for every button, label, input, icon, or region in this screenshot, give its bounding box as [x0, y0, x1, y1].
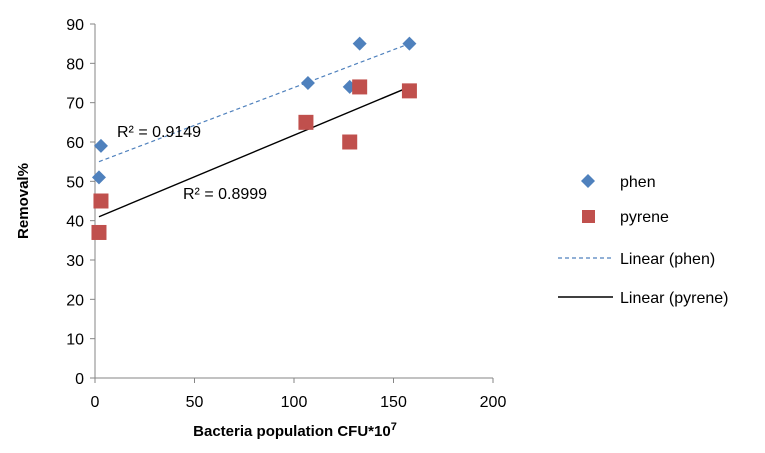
- pyrene-point: [93, 193, 109, 209]
- x-tick-label: 50: [186, 394, 204, 411]
- x-tick-label: 150: [380, 394, 407, 411]
- y-tick-label: 60: [66, 135, 84, 152]
- phen-point: [300, 76, 315, 90]
- legend-pyrene-label: pyrene: [620, 209, 669, 226]
- y-tick-label: 70: [66, 96, 84, 113]
- x-axis-title-superscript: 7: [391, 421, 397, 433]
- r2-label-phen: R² = 0.9149: [117, 124, 201, 141]
- pyrene-point: [401, 83, 417, 99]
- legend-phen-marker: [581, 174, 595, 188]
- y-axis-title: Removal%: [15, 163, 32, 239]
- y-tick-label: 40: [66, 214, 84, 231]
- x-tick-label: 0: [91, 394, 100, 411]
- trendline-phen: [98, 43, 410, 163]
- phen-point: [91, 170, 106, 185]
- series-phen: [91, 36, 417, 185]
- y-axis-ticks: 0 10 20 30 40 50 60 70 80 90: [66, 17, 95, 388]
- legend-linear-pyrene-label: Linear (pyrene): [620, 290, 729, 307]
- x-tick-label: 200: [480, 394, 507, 411]
- pyrene-point: [298, 114, 314, 130]
- legend-linear-phen-label: Linear (phen): [620, 251, 715, 268]
- y-tick-label: 30: [66, 253, 84, 270]
- phen-point: [93, 138, 108, 153]
- phen-point: [402, 36, 417, 51]
- r2-label-pyrene: R² = 0.8999: [183, 186, 267, 203]
- pyrene-point: [352, 79, 368, 95]
- phen-point: [352, 36, 367, 51]
- legend-pyrene-marker: [582, 210, 595, 223]
- x-tick-label: 100: [281, 394, 308, 411]
- x-axis-ticks: 0 50 100 150 200: [91, 378, 507, 411]
- series-pyrene: [91, 79, 417, 240]
- y-tick-label: 80: [66, 56, 84, 73]
- y-tick-label: 90: [66, 17, 84, 34]
- y-tick-label: 0: [75, 371, 84, 388]
- legend-phen-label: phen: [620, 174, 656, 191]
- trendline-pyrene: [98, 86, 410, 218]
- y-tick-label: 10: [66, 332, 84, 349]
- pyrene-point: [342, 134, 358, 150]
- pyrene-point: [91, 224, 107, 240]
- y-tick-label: 50: [66, 174, 84, 191]
- legend: phen pyrene Linear (phen) Linear (pyrene…: [558, 174, 729, 307]
- x-axis-title: Bacteria population CFU*107: [193, 421, 397, 440]
- y-tick-label: 20: [66, 292, 84, 309]
